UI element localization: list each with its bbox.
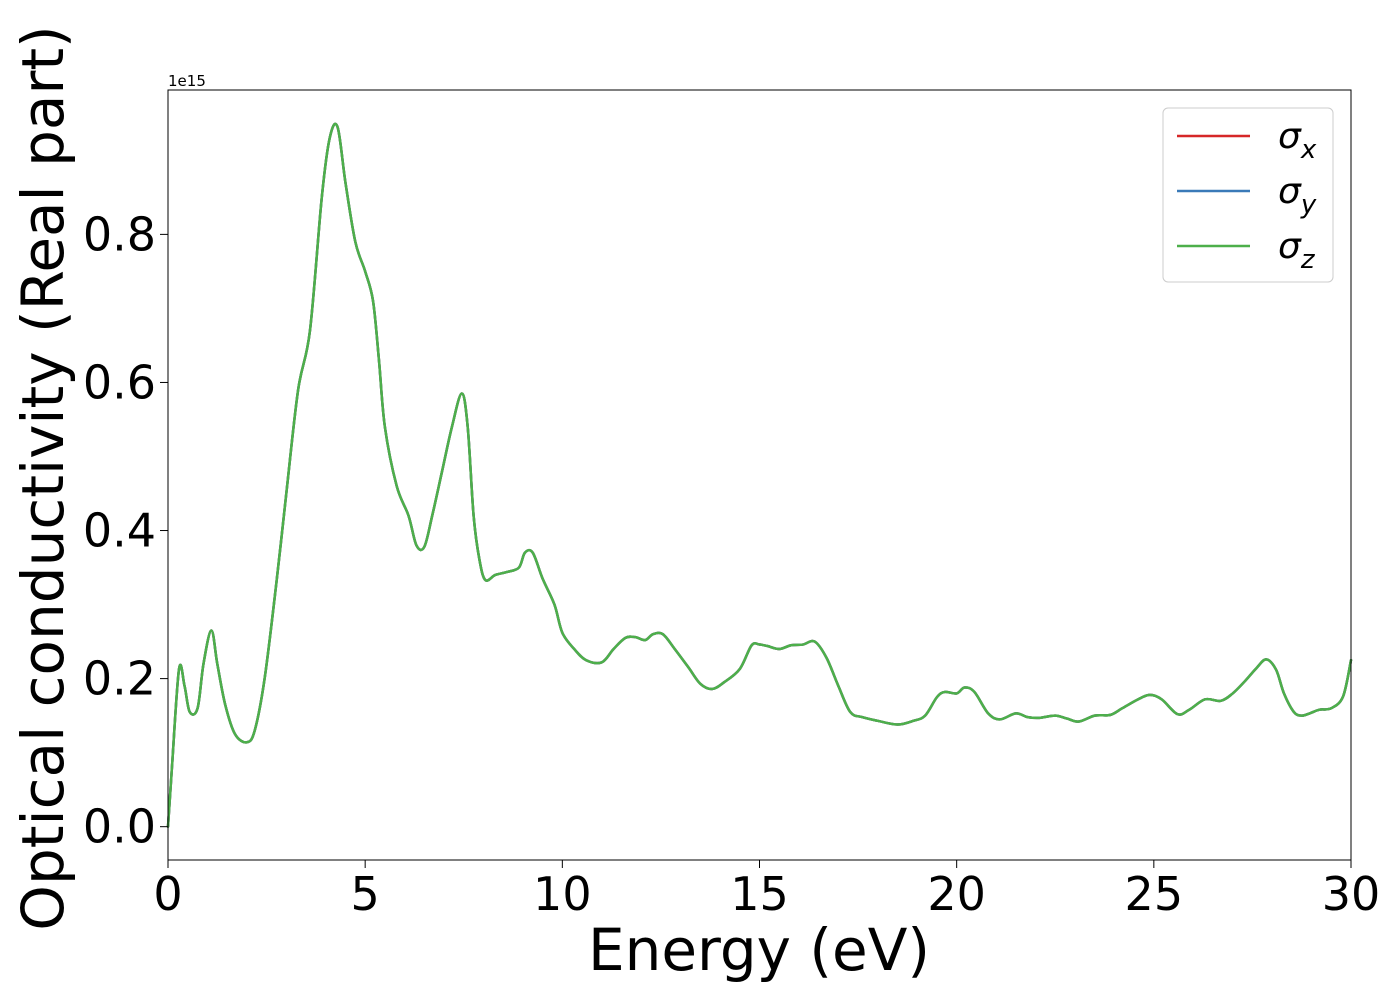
x-tick-label: 5 bbox=[351, 867, 380, 921]
y-tick-label: 0.2 bbox=[83, 652, 156, 706]
x-tick-label: 30 bbox=[1322, 867, 1381, 921]
x-axis: 0 5 10 15 20 25 30 bbox=[153, 860, 1380, 921]
legend-box bbox=[1162, 107, 1334, 283]
legend-entries: σx σy σz bbox=[1177, 116, 1317, 275]
series-layer bbox=[166, 122, 1353, 828]
legend-label-x: σx bbox=[1278, 116, 1317, 165]
y-tick-label: 0.4 bbox=[83, 504, 156, 558]
y-tick-label: 0.0 bbox=[83, 800, 156, 854]
y-offset-text: 1e15 bbox=[168, 72, 206, 90]
y-axis-label: Optical conductivity (Real part) bbox=[9, 25, 77, 930]
legend-label-y: σy bbox=[1278, 171, 1317, 220]
x-tick-label: 15 bbox=[730, 867, 789, 921]
x-tick-label: 0 bbox=[153, 867, 182, 921]
x-tick-label: 25 bbox=[1125, 867, 1184, 921]
y-tick-label: 0.6 bbox=[83, 355, 156, 409]
legend: σx σy σz bbox=[1162, 107, 1334, 283]
legend-label-z: σz bbox=[1278, 226, 1316, 275]
y-tick-label: 0.8 bbox=[83, 207, 156, 261]
series-line-z bbox=[166, 122, 1353, 828]
x-axis-label: Energy (eV) bbox=[588, 916, 930, 984]
x-tick-label: 20 bbox=[927, 867, 986, 921]
y-axis: 0.0 0.2 0.4 0.6 0.8 bbox=[83, 207, 168, 854]
x-tick-label: 10 bbox=[533, 867, 592, 921]
